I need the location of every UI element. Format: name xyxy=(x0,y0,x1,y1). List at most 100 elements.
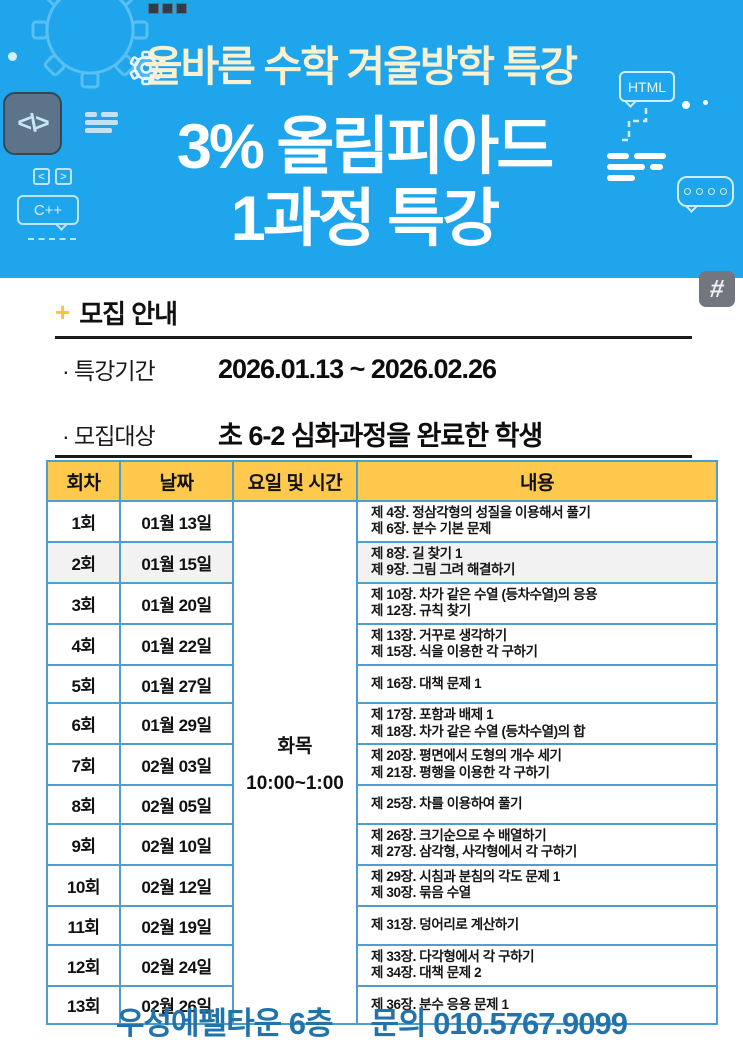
target-label: · 모집대상 xyxy=(62,422,156,449)
date-cell: 01월 22일 xyxy=(119,622,234,666)
dot-icon xyxy=(703,100,708,105)
date-cell: 02월 10일 xyxy=(119,823,234,866)
table-row: 9회 02월 10일 제 26장. 크기순으로 수 배열하기 제 27장. 삼각형, … xyxy=(46,823,718,866)
daytime-day: 화목 xyxy=(277,735,313,757)
content-line: 제 25장. 차를 이용하여 풀기 xyxy=(371,796,523,812)
table-row: 7회 02월 03일 제 20장. 평면에서 도형의 개수 세기 제 21장. 평행을… xyxy=(46,743,718,787)
session-cell: 3회 xyxy=(46,581,121,625)
code-tag-icon: <\> xyxy=(3,92,62,155)
content-line: 제 26장. 크기순으로 수 배열하기 xyxy=(371,828,547,843)
content-line: 제 30장. 묶음 수열 xyxy=(371,885,471,901)
date-cell: 02월 24일 xyxy=(119,943,234,987)
gear-icon xyxy=(31,0,149,89)
menu-lines-icon xyxy=(85,112,118,136)
date-cell: 01월 29일 xyxy=(119,702,234,746)
header-daytime: 요일 및 시간 xyxy=(232,460,358,502)
info-row-period: · 특강기간 2026.01.13 ~ 2026.02.26 xyxy=(62,352,497,386)
content-cell: 제 20장. 평면에서 도형의 개수 세기 제 21장. 평행을 이용한 각 구하… xyxy=(356,743,718,787)
hash-icon: # xyxy=(699,271,735,307)
content-cell: 제 31장. 덩어리로 계산하기 xyxy=(356,904,718,946)
angle-brackets-icon: < > xyxy=(33,168,72,185)
divider-top xyxy=(55,336,692,339)
session-cell: 9회 xyxy=(46,823,121,866)
content-cell: 제 36장. 분수 응용 문제 1 xyxy=(356,984,718,1026)
header-session: 회차 xyxy=(46,460,121,502)
session-cell: 12회 xyxy=(46,943,121,987)
content-line: 제 27장. 삼각형, 사각형에서 각 구하기 xyxy=(371,844,577,860)
table-row: 12회 02월 24일 제 33장. 다각형에서 각 구하기 제 34장. 대책 문제… xyxy=(46,943,718,987)
content-cell: 제 13장. 거꾸로 생각하기 제 15장. 식을 이용한 각 구하기 xyxy=(356,622,718,666)
footer: 우성에펠타운 6층 문의 010.5767.9099 xyxy=(0,1000,743,1048)
content-line: 제 12장. 규칙 찾기 xyxy=(371,603,471,619)
menu-lines-white-icon xyxy=(607,153,666,186)
date-cell: 02월 26일 xyxy=(119,984,234,1026)
html-bubble-icon: HTML xyxy=(619,71,675,108)
table-row: 4회 01월 22일 제 13장. 거꾸로 생각하기 제 15장. 식을 이용한 각 … xyxy=(46,622,718,666)
content-line: 제 20장. 평면에서 도형의 개수 세기 xyxy=(371,748,562,764)
dashed-connector xyxy=(618,108,648,142)
banner-title-line2: 1과정 특강 xyxy=(230,184,500,254)
footer-location: 우성에펠타운 6층 xyxy=(115,1006,333,1041)
banner-title-line1: 3% 올림피아드 xyxy=(176,112,554,182)
session-cell: 7회 xyxy=(46,743,121,787)
divider-bottom xyxy=(55,455,692,458)
recruit-section-heading: + 모집 안내 xyxy=(55,294,178,331)
session-cell: 11회 xyxy=(46,904,121,946)
content-line: 제 8장. 길 찾기 1 xyxy=(371,545,463,561)
table-row: 11회 02월 19일 제 31장. 덩어리로 계산하기 xyxy=(46,904,718,946)
content-line: 제 31장. 덩어리로 계산하기 xyxy=(371,916,519,932)
session-cell: 5회 xyxy=(46,663,121,705)
gear-small-icon xyxy=(129,50,163,86)
content-cell: 제 26장. 크기순으로 수 배열하기 제 27장. 삼각형, 사각형에서 각 구… xyxy=(356,823,718,866)
session-cell: 6회 xyxy=(46,702,121,746)
session-cell: 4회 xyxy=(46,622,121,666)
content-line: 제 21장. 평행을 이용한 각 구하기 xyxy=(371,764,550,780)
section-title: 모집 안내 xyxy=(79,299,178,329)
session-cell: 8회 xyxy=(46,784,121,825)
content-line: 제 36장. 분수 응용 문제 1 xyxy=(371,996,509,1012)
banner: 올바른 수학 겨울방학 특강 3% 올림피아드 1과정 특강 <\> < > C… xyxy=(0,0,743,278)
cpp-bubble-icon: C++ xyxy=(17,195,79,231)
session-cell: 10회 xyxy=(46,863,121,907)
content-cell: 제 10장. 차가 같은 수열 (등차수열)의 응용 제 12장. 규칙 찾기 xyxy=(356,581,718,625)
plus-mark: + xyxy=(55,297,71,327)
info-row-target: · 모집대상 초 6-2 심화과정을 완료한 학생 xyxy=(62,414,543,453)
table-row: 8회 02월 05일 제 25장. 차를 이용하여 풀기 xyxy=(46,784,718,825)
date-cell: 02월 12일 xyxy=(119,863,234,907)
schedule-table: 회차 날짜 요일 및 시간 내용 1회 01월 13일 화목 10:00~1:00 제 … xyxy=(46,460,718,1026)
chat-bubble-icon xyxy=(677,176,734,213)
content-line: 제 6장. 분수 기본 문제 xyxy=(371,521,492,537)
date-cell: 02월 05일 xyxy=(119,784,234,825)
date-cell: 01월 15일 xyxy=(119,540,234,584)
content-line: 제 15장. 식을 이용한 각 구하기 xyxy=(371,644,538,660)
content-cell: 제 4장. 정삼각형의 성질을 이용해서 풀기 제 6장. 분수 기본 문제 xyxy=(356,500,718,543)
session-cell: 1회 xyxy=(46,500,121,543)
content-cell: 제 16장. 대책 문제 1 xyxy=(356,663,718,705)
session-cell: 13회 xyxy=(46,984,121,1026)
dot-icon xyxy=(682,101,690,109)
content-line: 제 34장. 대책 문제 2 xyxy=(371,965,482,981)
banner-subtitle: 올바른 수학 겨울방학 특강 xyxy=(143,43,578,90)
content-line: 제 4장. 정삼각형의 성질을 이용해서 풀기 xyxy=(371,505,591,520)
period-label: · 특강기간 xyxy=(62,358,156,384)
date-cell: 01월 27일 xyxy=(119,663,234,705)
daytime-time: 10:00~1:00 xyxy=(246,772,344,794)
dot-icon xyxy=(8,52,17,61)
content-cell: 제 33장. 다각형에서 각 구하기 제 34장. 대책 문제 2 xyxy=(356,943,718,987)
content-line: 제 18장. 차가 같은 수열 (등차수열)의 합 xyxy=(371,723,586,739)
footer-contact: 문의 010.5767.9099 xyxy=(370,1006,628,1041)
content-line: 제 17장. 포함과 배제 1 xyxy=(371,707,494,723)
session-cell: 2회 xyxy=(46,540,121,584)
target-value: 초 6-2 심화과정을 완료한 학생 xyxy=(218,421,543,451)
date-cell: 01월 20일 xyxy=(119,581,234,625)
table-header-row: 회차 날짜 요일 및 시간 내용 xyxy=(46,460,718,502)
three-squares-icon xyxy=(148,3,187,14)
content-line: 제 16장. 대책 문제 1 xyxy=(371,675,482,691)
content-line: 제 33장. 다각형에서 각 구하기 xyxy=(371,948,535,964)
